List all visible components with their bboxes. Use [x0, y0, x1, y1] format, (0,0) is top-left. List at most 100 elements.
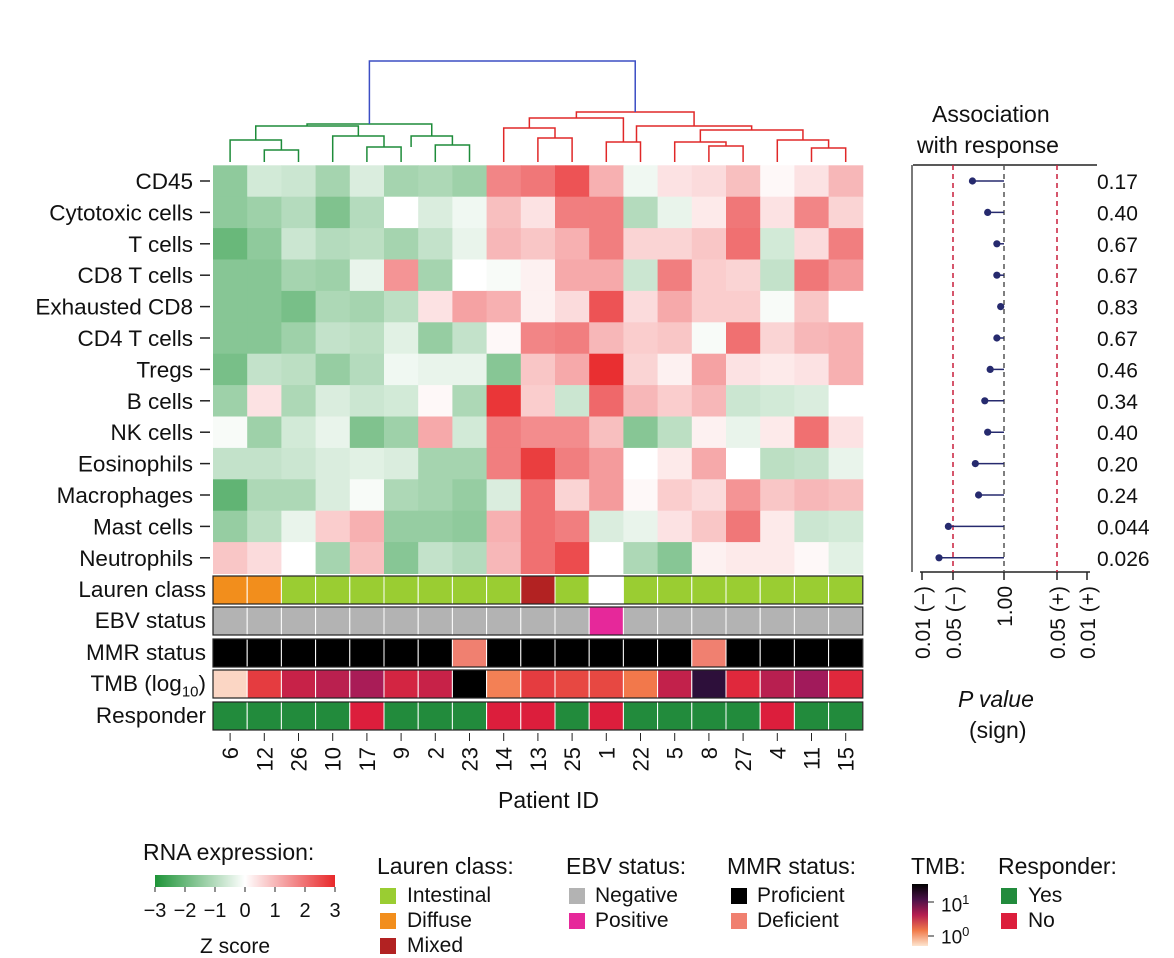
- responder-cell: [212, 701, 248, 731]
- rna-tick-label: 2: [299, 900, 310, 922]
- heatmap-cell: [623, 416, 659, 449]
- lauren-cell: [383, 575, 419, 605]
- heatmap-cell: [555, 228, 590, 260]
- heatmap-cell: [315, 510, 351, 543]
- legend-rna-axis-label: Z score: [200, 935, 271, 958]
- heatmap-cell: [247, 228, 282, 260]
- ebv-cell: [280, 606, 317, 636]
- heatmap-cell: [520, 196, 556, 229]
- heatmap-cell: [213, 196, 248, 229]
- association-p-value: 0.83: [1097, 297, 1138, 320]
- responder-cell: [383, 701, 419, 731]
- heatmap-cell: [726, 416, 761, 449]
- heatmap-cell: [213, 165, 248, 198]
- legend-tmb-tick-high-base: 10: [941, 895, 963, 917]
- row-label: CD45: [135, 169, 193, 194]
- row-label: Tregs: [136, 357, 193, 382]
- association-dot: [993, 271, 1001, 279]
- heatmap-cell: [486, 259, 522, 292]
- heatmap-cell: [486, 165, 522, 198]
- heatmap-cell: [247, 322, 282, 355]
- heatmap-cell: [520, 447, 556, 480]
- dendrogram-branch: [605, 141, 642, 162]
- heatmap-cell: [418, 353, 453, 386]
- ebv-cell: [451, 606, 488, 636]
- legend-tmb-tick-high-exp: 1: [962, 892, 970, 907]
- rna-tick-label: 0: [239, 900, 250, 922]
- tmb-cell: [793, 669, 830, 699]
- heatmap-cell: [760, 447, 795, 480]
- legend-responder-swatch-yes: [1001, 888, 1017, 904]
- dendrogram-branch: [502, 127, 556, 162]
- rna-tick-label: −3: [144, 900, 167, 922]
- ebv-cell: [315, 606, 351, 636]
- heatmap-cell: [555, 447, 590, 480]
- mmr-cell: [725, 638, 761, 668]
- tmb-track-label-post: ): [198, 671, 207, 696]
- heatmap-cell: [760, 542, 795, 574]
- heatmap-cell: [281, 165, 317, 198]
- heatmap-cell: [418, 479, 453, 512]
- legend-responder-item-yes: Yes: [1028, 884, 1063, 907]
- heatmap-cell: [726, 385, 761, 417]
- heatmap-cell: [384, 228, 419, 260]
- heatmap-cell: [657, 416, 693, 449]
- heatmap-cell: [623, 322, 659, 355]
- heatmap-cell: [691, 322, 727, 355]
- heatmap-cell: [452, 510, 488, 543]
- responder-cell: [793, 701, 830, 731]
- association-dot: [944, 522, 952, 531]
- mmr-cell: [691, 638, 727, 668]
- tmb-cell: [315, 669, 351, 699]
- row-label: Exhausted CD8: [35, 295, 193, 320]
- patient-id-label: 23: [458, 747, 483, 771]
- tmb-cell: [486, 669, 522, 699]
- responder-cell: [486, 701, 522, 731]
- row-label: Macrophages: [57, 483, 193, 508]
- row-label: B cells: [127, 389, 193, 414]
- heatmap-cell: [486, 353, 522, 386]
- patient-id-label: 17: [355, 747, 380, 771]
- patient-id-label: 8: [697, 747, 722, 759]
- heatmap-cell: [384, 353, 419, 386]
- heatmap-cell: [657, 510, 693, 543]
- heatmap-cell: [281, 416, 317, 449]
- heatmap-cell: [281, 479, 317, 512]
- association-dot: [974, 491, 983, 499]
- heatmap-cell: [657, 259, 693, 292]
- heatmap-cell: [623, 510, 659, 543]
- heatmap-cell: [828, 196, 864, 229]
- heatmap-cell: [657, 479, 693, 512]
- dendrogram-branch: [434, 144, 471, 162]
- heatmap-cell: [213, 259, 248, 292]
- association-p-value: 0.40: [1097, 422, 1138, 445]
- legend-responder-item-no: No: [1028, 909, 1055, 932]
- heatmap-cell: [349, 447, 385, 480]
- heatmap-cell: [486, 385, 522, 417]
- heatmap-cell: [247, 165, 282, 198]
- heatmap-cell: [486, 479, 522, 512]
- heatmap-cell: [555, 290, 590, 323]
- heatmap-cell: [418, 385, 453, 417]
- heatmap-cell: [384, 322, 419, 355]
- heatmap-cell: [794, 416, 830, 449]
- association-title-line1: Association: [932, 101, 1050, 127]
- ebv-cell: [588, 606, 624, 636]
- heatmap-cell: [657, 196, 693, 229]
- heatmap-cell: [349, 479, 385, 512]
- lauren-cell: [315, 575, 351, 605]
- heatmap-cell: [623, 542, 659, 574]
- mmr-cell: [349, 638, 385, 668]
- heatmap-cell: [657, 447, 693, 480]
- heatmap-cell: [828, 416, 864, 449]
- row-label: Cytotoxic cells: [49, 200, 193, 225]
- row-label: CD4 T cells: [78, 326, 193, 351]
- rna-colorbar: [155, 875, 335, 887]
- heatmap-cell: [623, 385, 659, 417]
- heatmap-cell: [623, 259, 659, 292]
- association-dot: [981, 397, 989, 405]
- ebv-cell: [417, 606, 453, 636]
- heatmap-cell: [452, 542, 488, 574]
- heatmap-cell: [794, 510, 830, 543]
